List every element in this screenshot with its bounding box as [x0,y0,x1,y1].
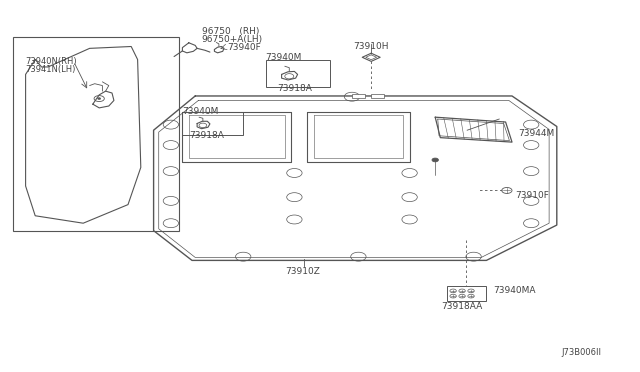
Bar [13,37,179,231]
Text: 73910F: 73910F [515,191,549,200]
Text: 73940MA: 73940MA [493,286,535,295]
Bar [352,94,365,98]
Circle shape [432,158,438,162]
Bar [447,286,486,301]
Text: 73941N(LH): 73941N(LH) [26,65,76,74]
Text: 73910H: 73910H [353,42,388,51]
Text: 73940N(RH): 73940N(RH) [26,57,77,66]
Text: 73918A: 73918A [277,84,312,93]
Text: J73B006II: J73B006II [562,348,602,357]
Text: 73940F: 73940F [227,43,261,52]
Text: 96750+A(LH): 96750+A(LH) [202,35,263,44]
Text: 73918AA: 73918AA [442,302,483,311]
Bar [266,60,330,87]
Circle shape [98,98,100,99]
Text: 73940M: 73940M [266,53,302,62]
Text: 73944M: 73944M [518,129,555,138]
Text: 73918A: 73918A [189,131,223,140]
Bar [182,112,243,135]
Bar [371,94,384,98]
Text: 73910Z: 73910Z [285,267,319,276]
Text: 73940M: 73940M [182,107,219,116]
Text: 96750   (RH): 96750 (RH) [202,27,259,36]
